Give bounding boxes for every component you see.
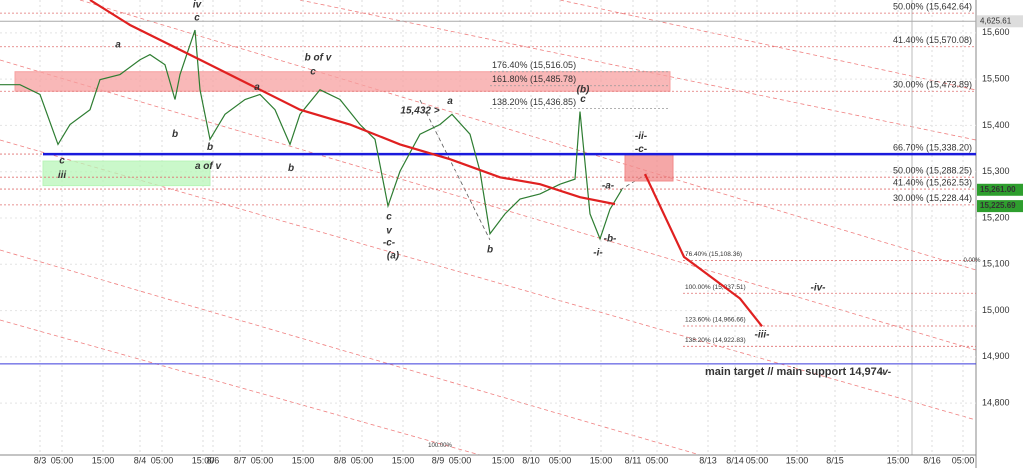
- annotation: v: [386, 226, 393, 237]
- fib-label: 176.40% (15,516.05): [492, 60, 576, 70]
- x-tick-label: 15:00: [92, 455, 115, 465]
- x-tick-label: 8/4: [134, 455, 147, 465]
- x-tick-label: 8/13: [699, 455, 717, 465]
- fib-label: 50.00% (15,642.64): [893, 2, 972, 12]
- price-tag-label: 15,261.00: [980, 185, 1016, 194]
- annotation: b: [172, 129, 178, 140]
- fib-label: 138.20% (15,436.85): [492, 97, 576, 107]
- annotation: a: [447, 96, 453, 107]
- series-line: [89, 0, 616, 206]
- annotation: iv: [193, 0, 203, 11]
- price-tag-label: 4,625.61: [980, 16, 1012, 25]
- series-line: [0, 29, 623, 241]
- x-tick-label: 8/15: [826, 455, 844, 465]
- annotation: c: [59, 156, 65, 167]
- x-tick-label: 8/16: [923, 455, 941, 465]
- fib-label: 30.00% (15,228.44): [893, 193, 972, 203]
- x-tick-label: 05:00: [151, 455, 174, 465]
- annotation: c: [194, 13, 200, 24]
- annotation: -i-: [593, 247, 603, 258]
- x-tick-label: 05:00: [952, 455, 975, 465]
- zone: [42, 160, 211, 187]
- fib-label: 138.20% (14,922.83): [685, 337, 746, 344]
- annotation: (a): [387, 251, 400, 262]
- plot-area: [0, 0, 976, 455]
- x-tick-label: 15:00: [192, 455, 215, 465]
- price-tag: [977, 200, 1023, 213]
- x-tick-label: 8/9: [432, 455, 445, 465]
- y-tick-label: 15,400: [982, 120, 1010, 130]
- x-tick-label: 05:00: [51, 455, 74, 465]
- annotation: b: [487, 245, 493, 256]
- x-tick-label: 05:00: [449, 455, 472, 465]
- y-tick-label: 15,000: [982, 305, 1010, 315]
- annotation: -a-: [602, 181, 615, 192]
- fib-label: 100.00% (15,037.51): [685, 284, 746, 291]
- annotation: a of v: [195, 161, 223, 172]
- fib-label: 41.40% (15,262.53): [893, 177, 972, 187]
- annotation: b of v: [305, 52, 333, 63]
- series-line: [644, 173, 763, 328]
- fib-note: 100.00%: [428, 443, 452, 449]
- x-tick-label: 8/3: [34, 455, 47, 465]
- price-tag: [977, 183, 1023, 196]
- annotation: a: [115, 40, 121, 51]
- fib-label: 41.40% (15,570.08): [893, 35, 972, 45]
- price-tag-label: 15,225.69: [980, 201, 1016, 210]
- price-tag: [977, 15, 1023, 28]
- fib-note: 0.00%: [963, 258, 981, 264]
- annotation: -iv-: [811, 283, 827, 294]
- fib-label: 76.40% (15,108.36): [685, 251, 742, 258]
- annotation: (b): [577, 84, 590, 95]
- annotation: main target // main support 14,974: [705, 366, 884, 378]
- fib-label: 50.00% (15,288.25): [893, 166, 972, 176]
- y-tick-label: 14,900: [982, 351, 1010, 361]
- x-tick-label: 15:00: [887, 455, 910, 465]
- fib-label: 30.00% (15,473.89): [893, 80, 972, 90]
- y-tick-label: 15,600: [982, 27, 1010, 37]
- annotation: -ii-: [635, 131, 648, 142]
- annotation: 15,432 >: [400, 105, 439, 116]
- annotation: c: [580, 94, 586, 105]
- x-tick-label: 05:00: [646, 455, 669, 465]
- annotation: -b-: [604, 233, 617, 244]
- zone: [14, 71, 671, 92]
- x-tick-label: 8/7: [234, 455, 247, 465]
- y-tick-label: 14,800: [982, 398, 1010, 408]
- x-tick-label: 8/14: [726, 455, 744, 465]
- y-tick-label: 15,500: [982, 74, 1010, 84]
- x-tick-label: 15:00: [292, 455, 315, 465]
- zone: [624, 153, 674, 182]
- annotation: -c-: [383, 238, 396, 249]
- x-tick-label: 05:00: [549, 455, 572, 465]
- x-tick-label: 15:00: [590, 455, 613, 465]
- x-tick-label: 15:00: [786, 455, 809, 465]
- x-tick-label: 8/8: [334, 455, 347, 465]
- annotation: c: [386, 212, 392, 223]
- annotation: a: [254, 82, 260, 93]
- x-tick-label: 8/6: [207, 455, 220, 465]
- x-tick-label: 15:00: [392, 455, 415, 465]
- annotation: b: [288, 163, 294, 174]
- x-tick-label: 05:00: [351, 455, 374, 465]
- fib-label: 161.80% (15,485.78): [492, 74, 576, 84]
- x-tick-label: 05:00: [746, 455, 769, 465]
- y-tick-label: 15,200: [982, 212, 1010, 222]
- annotation: -c-: [635, 144, 648, 155]
- x-tick-label: 8/11: [625, 455, 642, 465]
- annotation: -iii-: [755, 329, 771, 340]
- x-tick-label: 15:00: [492, 455, 515, 465]
- y-tick-label: 15,300: [982, 166, 1010, 176]
- x-tick-label: 05:00: [251, 455, 274, 465]
- annotation: -v-: [879, 367, 892, 378]
- annotation: c: [310, 66, 316, 77]
- fib-label: 66.70% (15,338.20): [893, 142, 972, 152]
- x-tick-label: 8/10: [522, 455, 540, 465]
- annotation: iii: [58, 170, 67, 181]
- annotation: b: [207, 142, 213, 153]
- fib-label: 123.60% (14,966.66): [685, 317, 746, 324]
- y-tick-label: 15,100: [982, 259, 1010, 269]
